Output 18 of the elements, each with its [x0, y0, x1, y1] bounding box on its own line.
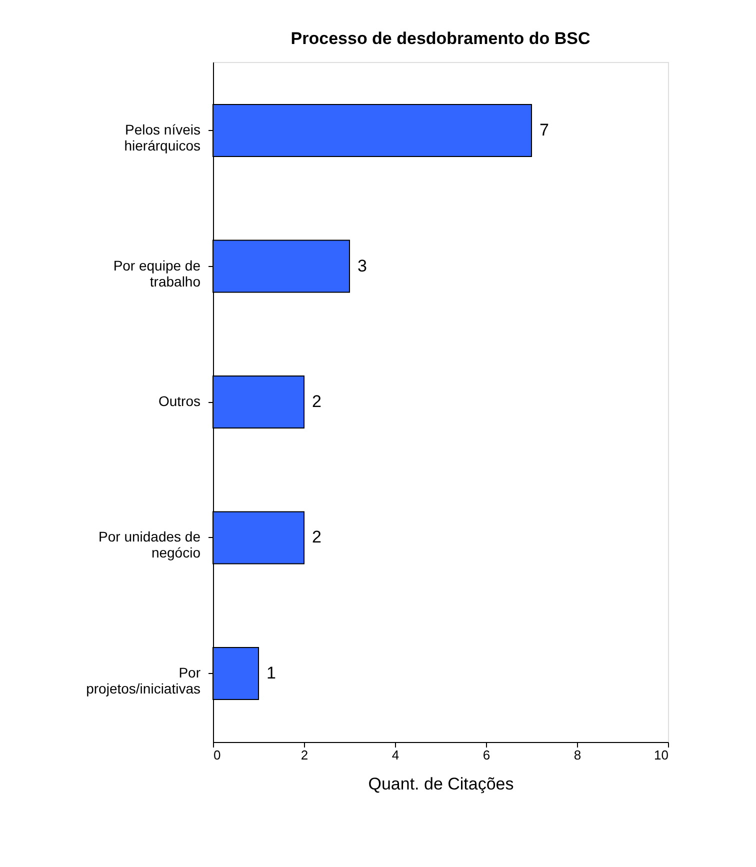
y-tick-label: Outros — [158, 393, 200, 409]
chart-title: Processo de desdobramento do BSC — [290, 29, 590, 48]
x-tick-label: 4 — [392, 748, 400, 762]
data-label: 2 — [312, 392, 322, 411]
x-axis-title: Quant. de Citações — [368, 774, 514, 794]
y-tick-label: Por equipe de trabalho — [113, 257, 201, 290]
data-label: 2 — [312, 528, 322, 547]
data-label: 3 — [358, 256, 367, 276]
y-tick-label: Por unidades de negócio — [98, 528, 201, 561]
x-tick-label: 10 — [654, 748, 668, 762]
x-tick-label: 0 — [214, 748, 221, 762]
x-tick-label: 2 — [300, 748, 308, 762]
y-tick-label: Por projetos/iniciativas — [86, 664, 201, 696]
data-label: 7 — [540, 120, 549, 140]
x-tick-label: 6 — [482, 748, 490, 762]
x-tick-label: 8 — [574, 748, 582, 762]
data-label: 1 — [266, 663, 276, 682]
y-tick-label: Pelos níveis hierárquicos — [124, 122, 200, 154]
